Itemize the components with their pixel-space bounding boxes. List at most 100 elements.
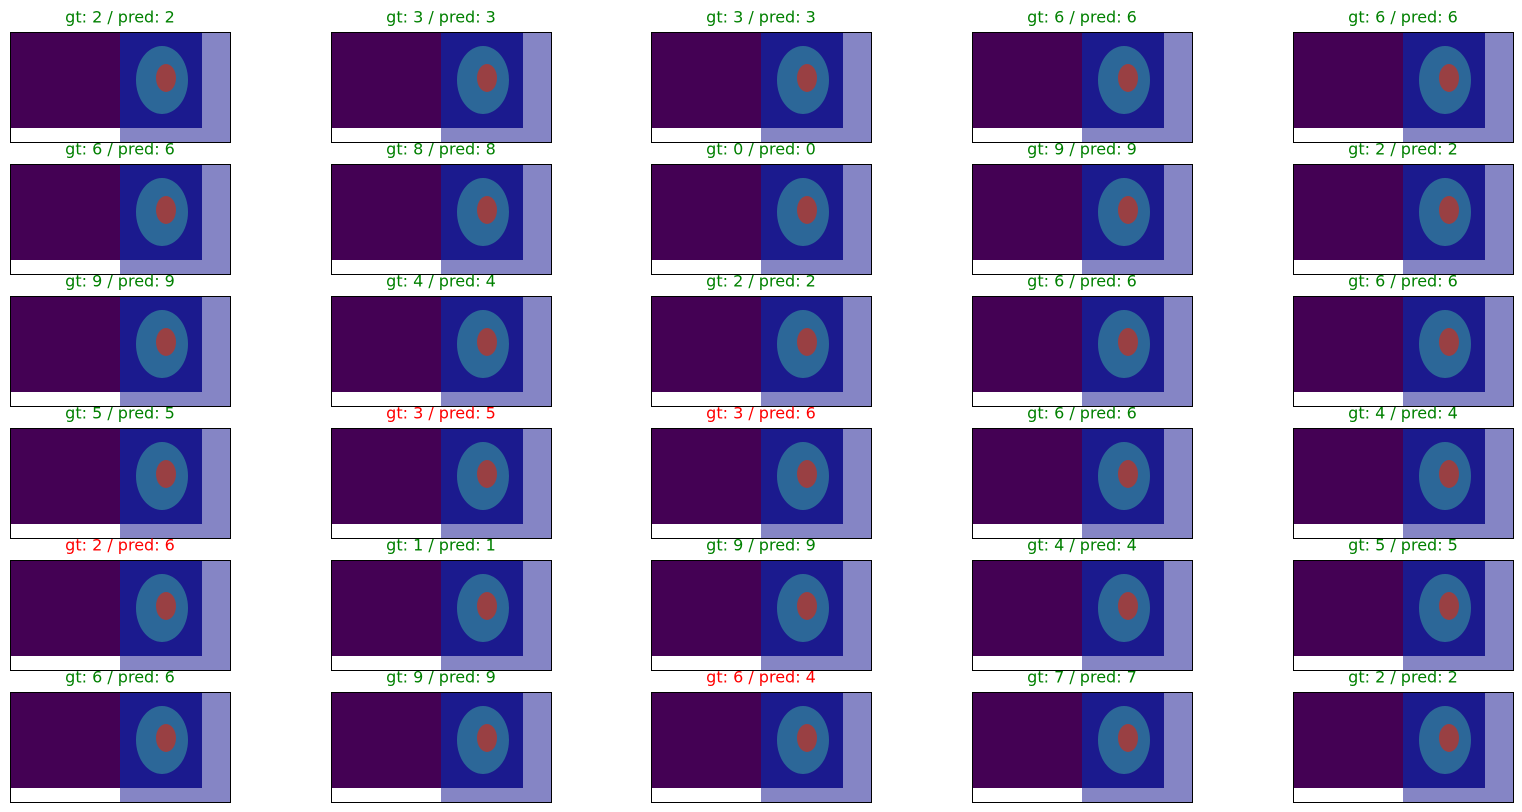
heatmap-hot [477, 460, 497, 488]
heatmap-hot [797, 724, 817, 752]
input-image [651, 560, 761, 656]
input-image [331, 296, 441, 392]
input-margin [10, 392, 120, 406]
input-margin [10, 128, 120, 142]
heatmap-hot [156, 64, 176, 92]
panel-border [331, 296, 552, 407]
panel-border [331, 560, 552, 671]
panel-title: gt: 6 / pred: 4 [706, 668, 816, 687]
panel-border [651, 560, 872, 671]
input-image [651, 32, 761, 128]
heatmap-hot [1439, 64, 1459, 92]
input-margin [1293, 128, 1403, 142]
input-margin [972, 524, 1082, 538]
input-margin [1293, 260, 1403, 274]
input-margin [651, 524, 761, 538]
panel-title: gt: 4 / pred: 4 [1348, 404, 1458, 423]
input-margin [331, 656, 441, 670]
input-margin [10, 260, 120, 274]
input-margin [972, 392, 1082, 406]
heatmap-hot [1439, 196, 1459, 224]
panel-border [651, 32, 872, 143]
heatmap-hot [477, 724, 497, 752]
panel-border [972, 428, 1193, 539]
input-margin [651, 392, 761, 406]
input-image [651, 296, 761, 392]
input-image [331, 428, 441, 524]
heatmap-hot [477, 196, 497, 224]
panel-title: gt: 7 / pred: 7 [1027, 668, 1137, 687]
heatmap-hot [797, 64, 817, 92]
input-image [972, 164, 1082, 260]
input-image [331, 32, 441, 128]
input-image [10, 32, 120, 128]
input-image [1293, 296, 1403, 392]
panel-title: gt: 2 / pred: 6 [65, 536, 175, 555]
panel-title: gt: 3 / pred: 5 [386, 404, 496, 423]
panel-title: gt: 9 / pred: 9 [706, 536, 816, 555]
panel-border [331, 32, 552, 143]
panel-border [1293, 428, 1514, 539]
heatmap-hot [1118, 592, 1138, 620]
input-margin [651, 260, 761, 274]
input-margin [1293, 788, 1403, 802]
input-image [972, 32, 1082, 128]
heatmap-hot [477, 328, 497, 356]
panel-title: gt: 6 / pred: 6 [1348, 8, 1458, 27]
heatmap-hot [156, 724, 176, 752]
panel-border [972, 296, 1193, 407]
panel-title: gt: 5 / pred: 5 [65, 404, 175, 423]
panel-title: gt: 3 / pred: 3 [706, 8, 816, 27]
input-margin [10, 656, 120, 670]
panel-title: gt: 9 / pred: 9 [65, 272, 175, 291]
input-margin [1293, 524, 1403, 538]
panel-border [1293, 164, 1514, 275]
input-margin [1293, 392, 1403, 406]
panel-border [972, 164, 1193, 275]
heatmap-hot [797, 328, 817, 356]
input-image [972, 428, 1082, 524]
input-image [651, 692, 761, 788]
input-image [10, 164, 120, 260]
input-margin [972, 656, 1082, 670]
input-image [651, 164, 761, 260]
input-image [1293, 560, 1403, 656]
panel-title: gt: 2 / pred: 2 [706, 272, 816, 291]
panel-border [972, 560, 1193, 671]
heatmap-hot [1439, 592, 1459, 620]
input-margin [331, 392, 441, 406]
panel-title: gt: 2 / pred: 2 [1348, 668, 1458, 687]
input-image [331, 560, 441, 656]
input-image [972, 560, 1082, 656]
input-margin [10, 524, 120, 538]
heatmap-hot [797, 460, 817, 488]
panel-border [1293, 32, 1514, 143]
panel-border [331, 692, 552, 803]
panel-border [972, 32, 1193, 143]
input-image [10, 428, 120, 524]
panel-title: gt: 6 / pred: 6 [1027, 8, 1137, 27]
heatmap-hot [477, 64, 497, 92]
heatmap-hot [156, 460, 176, 488]
heatmap-hot [1118, 196, 1138, 224]
input-image [1293, 428, 1403, 524]
panel-title: gt: 5 / pred: 5 [1348, 536, 1458, 555]
panel-border [331, 164, 552, 275]
heatmap-hot [1439, 328, 1459, 356]
panel-title: gt: 4 / pred: 4 [386, 272, 496, 291]
panel-border [1293, 692, 1514, 803]
heatmap-hot [156, 328, 176, 356]
heatmap-hot [1118, 328, 1138, 356]
panel-title: gt: 1 / pred: 1 [386, 536, 496, 555]
input-image [972, 296, 1082, 392]
panel-title: gt: 3 / pred: 3 [386, 8, 496, 27]
panel-title: gt: 9 / pred: 9 [1027, 140, 1137, 159]
panel-title: gt: 9 / pred: 9 [386, 668, 496, 687]
panel-border [10, 164, 231, 275]
input-image [1293, 32, 1403, 128]
heatmap-hot [1118, 64, 1138, 92]
input-margin [972, 260, 1082, 274]
input-image [10, 692, 120, 788]
input-image [1293, 164, 1403, 260]
input-margin [331, 128, 441, 142]
